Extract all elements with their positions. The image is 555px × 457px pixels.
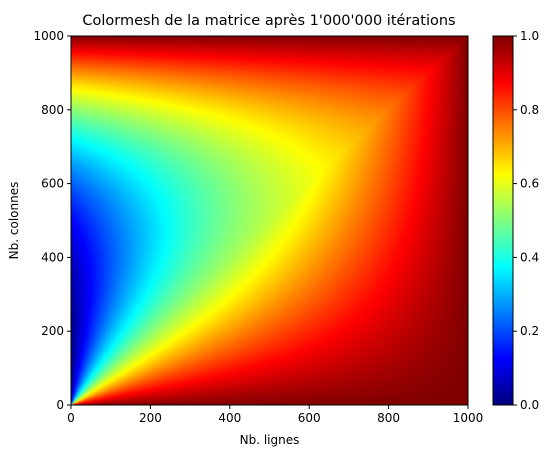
colorbar-tick-label: 0.0	[520, 398, 539, 412]
colorbar-tick-label: 0.4	[520, 250, 539, 264]
x-axis-ticks: 0 200 400 600 800 1000	[67, 405, 483, 425]
plot-frame	[70, 35, 469, 406]
x-tick-label: 1000	[453, 411, 484, 425]
y-tick-label: 800	[41, 103, 64, 117]
y-tick-label: 200	[41, 324, 64, 338]
y-axis-label: Nb. colonnes	[7, 182, 21, 260]
colorbar-frame	[492, 35, 514, 406]
x-tick-label: 400	[218, 411, 241, 425]
colorbar-tick-label: 1.0	[520, 29, 539, 43]
y-tick-label: 1000	[33, 29, 64, 43]
x-tick-label: 200	[139, 411, 162, 425]
x-axis-label: Nb. lignes	[240, 433, 300, 447]
colorbar-tick-label: 0.8	[520, 103, 539, 117]
x-tick-label: 600	[298, 411, 321, 425]
colorbar-ticks: 0.0 0.2 0.4 0.6 0.8 1.0	[513, 29, 539, 412]
y-axis-ticks: 0 200 400 600 800 1000	[33, 29, 71, 412]
colorbar-tick-label: 0.2	[520, 324, 539, 338]
heatmap-mesh	[71, 36, 468, 405]
chart-title: Colormesh de la matrice après 1'000'000 …	[82, 13, 455, 29]
x-tick-label: 800	[377, 411, 400, 425]
y-tick-label: 400	[41, 250, 64, 264]
y-tick-label: 600	[41, 177, 64, 191]
colorbar-tick-label: 0.6	[520, 177, 539, 191]
y-tick-label: 0	[56, 398, 64, 412]
colorbar-gradient	[493, 36, 513, 405]
x-tick-label: 0	[67, 411, 75, 425]
